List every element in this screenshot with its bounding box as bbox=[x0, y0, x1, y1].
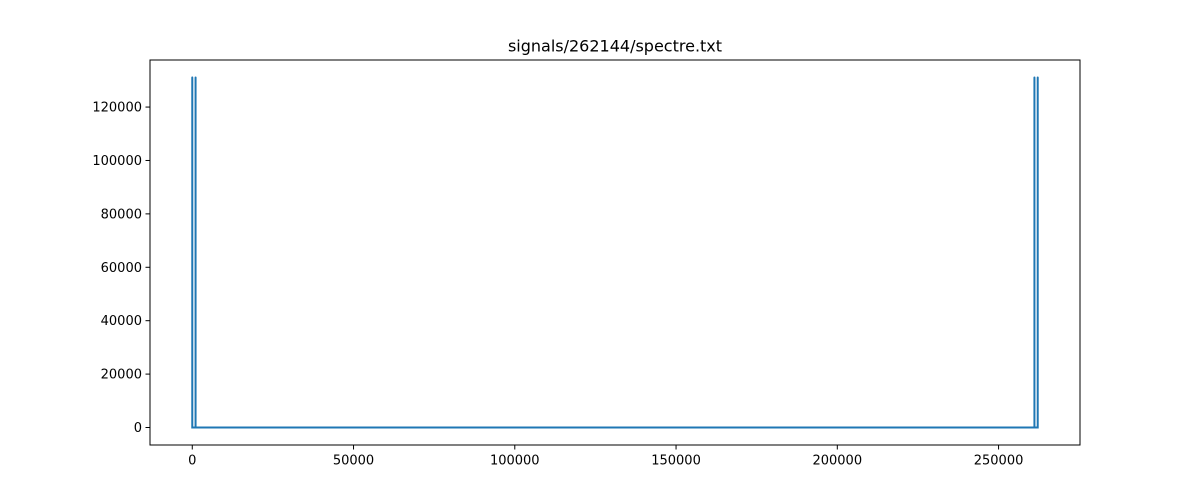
x-tick-label: 150000 bbox=[651, 454, 701, 469]
y-tick-label: 120000 bbox=[92, 101, 142, 116]
y-tick-label: 0 bbox=[134, 421, 142, 436]
x-tick-label: 50000 bbox=[333, 454, 374, 469]
y-tick-label: 60000 bbox=[101, 261, 142, 276]
x-tick-label: 250000 bbox=[974, 454, 1024, 469]
x-tick-label: 100000 bbox=[490, 454, 540, 469]
y-tick-label: 20000 bbox=[101, 368, 142, 383]
series-line-0 bbox=[191, 76, 1039, 429]
x-tick-label: 0 bbox=[188, 454, 196, 469]
x-tick-label: 200000 bbox=[812, 454, 862, 469]
y-tick-label: 80000 bbox=[101, 207, 142, 222]
axes-frame bbox=[149, 59, 1081, 446]
chart-title: signals/262144/spectre.txt bbox=[508, 37, 722, 56]
y-tick-label: 100000 bbox=[92, 154, 142, 169]
y-tick-label: 40000 bbox=[101, 314, 142, 329]
